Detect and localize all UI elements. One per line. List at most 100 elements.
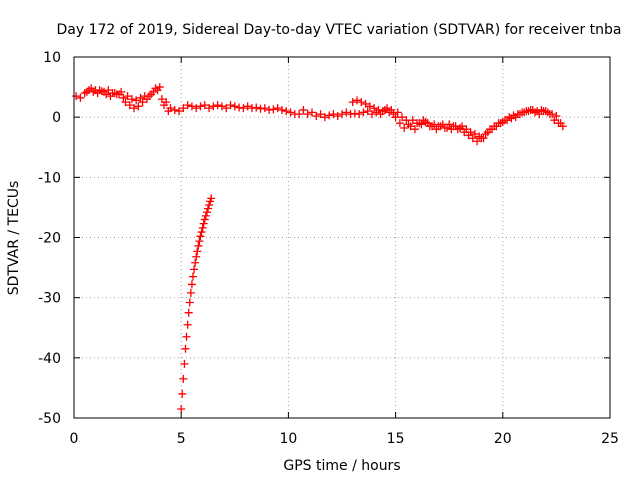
data-point xyxy=(112,90,121,99)
data-point xyxy=(434,122,443,131)
chart-title: Day 172 of 2019, Sidereal Day-to-day VTE… xyxy=(56,22,621,38)
data-point xyxy=(76,93,85,102)
data-point xyxy=(470,130,479,139)
data-point xyxy=(520,108,529,117)
y-tick-label: -40 xyxy=(38,351,61,367)
data-point xyxy=(95,86,104,95)
data-point xyxy=(295,110,304,119)
data-point xyxy=(147,90,156,99)
data-point xyxy=(361,99,370,108)
data-point xyxy=(178,389,187,398)
data-point xyxy=(507,114,516,123)
data-point xyxy=(545,110,554,119)
data-point xyxy=(410,125,419,134)
data-point xyxy=(286,108,295,117)
data-point xyxy=(197,228,206,237)
data-point xyxy=(142,95,151,104)
data-point xyxy=(303,110,312,119)
data-point xyxy=(205,201,214,210)
x-axis-label: GPS time / hours xyxy=(283,458,400,474)
data-point xyxy=(447,125,456,134)
data-point xyxy=(160,101,169,110)
data-point xyxy=(127,95,136,104)
data-point xyxy=(316,110,325,119)
data-point xyxy=(554,119,563,128)
data-point xyxy=(188,272,197,281)
data-point xyxy=(494,119,503,128)
data-point xyxy=(123,92,132,101)
data-point xyxy=(205,104,214,113)
data-point xyxy=(533,107,542,116)
data-point xyxy=(179,104,188,113)
data-point xyxy=(195,237,204,246)
data-point xyxy=(186,288,195,297)
data-point xyxy=(443,123,452,132)
data-point xyxy=(157,95,166,104)
y-tick-label: 10 xyxy=(43,50,61,66)
data-point xyxy=(207,194,216,203)
data-point xyxy=(455,123,464,132)
data-point xyxy=(400,123,409,132)
data-point xyxy=(222,104,231,113)
data-point xyxy=(260,104,269,113)
data-point xyxy=(252,103,261,112)
x-tick-label: 20 xyxy=(494,431,512,447)
data-point xyxy=(132,96,141,105)
data-point xyxy=(230,102,239,111)
y-tick-label: -30 xyxy=(38,291,61,307)
data-point xyxy=(121,98,130,107)
data-point xyxy=(175,107,184,116)
data-point xyxy=(191,258,200,267)
data-point xyxy=(170,105,179,114)
series-sdtvar-main xyxy=(72,86,565,143)
y-tick-label: -50 xyxy=(38,411,61,427)
data-point xyxy=(413,119,422,128)
data-point xyxy=(200,101,209,110)
data-point xyxy=(370,104,379,113)
data-point xyxy=(404,120,413,129)
data-point xyxy=(395,119,404,128)
x-axis-ticks: 0 5 10 15 20 25 xyxy=(70,57,619,447)
data-point xyxy=(333,111,342,120)
y-axis-label: SDTVAR / TECUs xyxy=(6,181,22,296)
data-point xyxy=(537,105,546,114)
data-point xyxy=(213,101,222,110)
data-point xyxy=(200,215,209,224)
data-point xyxy=(387,105,396,114)
x-tick-label: 25 xyxy=(601,431,619,447)
data-point xyxy=(87,84,96,93)
data-point xyxy=(464,131,473,140)
data-point xyxy=(515,110,524,119)
data-point xyxy=(355,110,364,119)
data-point xyxy=(550,116,559,125)
data-point xyxy=(477,134,486,143)
data-point xyxy=(187,280,196,289)
data-point xyxy=(558,122,567,131)
x-tick-label: 5 xyxy=(177,431,186,447)
data-point xyxy=(138,98,147,107)
data-point xyxy=(393,108,402,117)
data-point xyxy=(199,219,208,228)
data-point xyxy=(179,374,188,383)
data-point xyxy=(374,105,383,114)
data-point xyxy=(359,108,368,117)
data-point xyxy=(320,113,329,122)
data-point xyxy=(196,102,205,111)
data-point xyxy=(524,107,533,116)
data-point xyxy=(468,134,477,143)
data-point xyxy=(307,108,316,117)
data-point xyxy=(201,211,210,220)
data-point xyxy=(204,204,212,213)
data-point xyxy=(243,102,252,111)
data-point xyxy=(383,104,392,113)
data-point xyxy=(425,122,434,131)
data-point xyxy=(155,83,164,92)
x-tick-label: 10 xyxy=(279,431,297,447)
data-point xyxy=(368,110,377,119)
data-point xyxy=(217,102,226,111)
data-point xyxy=(430,120,439,129)
data-point xyxy=(180,359,189,368)
data-point xyxy=(182,332,191,341)
data-points xyxy=(72,83,567,413)
y-tick-label: -20 xyxy=(38,231,61,247)
